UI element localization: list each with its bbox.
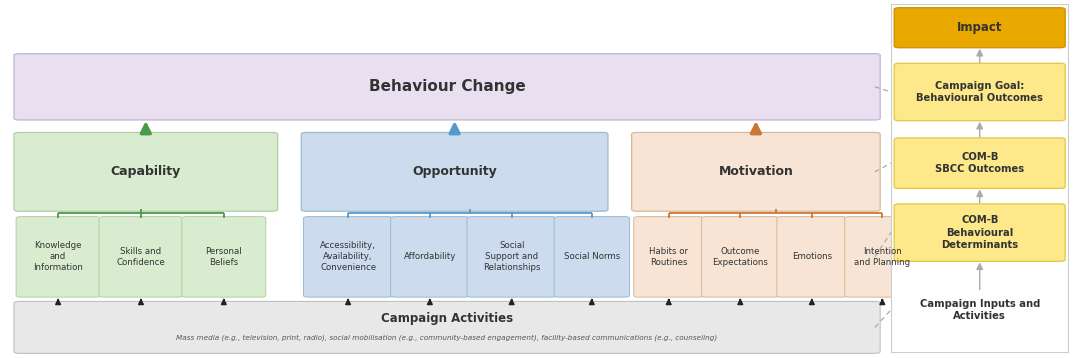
FancyBboxPatch shape <box>16 217 100 297</box>
Text: Campaign Activities: Campaign Activities <box>381 312 513 325</box>
FancyBboxPatch shape <box>894 204 1065 261</box>
Text: Outcome
Expectations: Outcome Expectations <box>712 247 768 267</box>
FancyBboxPatch shape <box>845 217 920 297</box>
Text: Impact: Impact <box>957 21 1003 34</box>
Bar <box>891 4 1068 352</box>
FancyBboxPatch shape <box>634 217 704 297</box>
FancyBboxPatch shape <box>894 63 1065 121</box>
FancyBboxPatch shape <box>632 132 880 211</box>
FancyBboxPatch shape <box>303 217 393 297</box>
Text: COM-B
Behavioural
Determinants: COM-B Behavioural Determinants <box>942 215 1018 250</box>
Text: Motivation: Motivation <box>719 165 793 178</box>
FancyBboxPatch shape <box>14 301 880 353</box>
Text: Campaign Goal:
Behavioural Outcomes: Campaign Goal: Behavioural Outcomes <box>917 81 1043 103</box>
Text: Habits or
Routines: Habits or Routines <box>649 247 689 267</box>
FancyBboxPatch shape <box>702 217 779 297</box>
Text: Campaign Inputs and
Activities: Campaign Inputs and Activities <box>920 299 1039 321</box>
Text: Behaviour Change: Behaviour Change <box>369 79 525 94</box>
FancyBboxPatch shape <box>894 8 1065 48</box>
Text: Knowledge
and
Information: Knowledge and Information <box>33 241 83 272</box>
Text: Emotions: Emotions <box>792 252 832 261</box>
Text: Intention
and Planning: Intention and Planning <box>854 247 910 267</box>
FancyBboxPatch shape <box>301 132 608 211</box>
FancyBboxPatch shape <box>99 217 183 297</box>
Text: Personal
Beliefs: Personal Beliefs <box>206 247 242 267</box>
Text: Skills and
Confidence: Skills and Confidence <box>116 247 166 267</box>
Text: Mass media (e.g., television, print, radio), social mobilisation (e.g., communit: Mass media (e.g., television, print, rad… <box>176 335 718 341</box>
Text: Social
Support and
Relationships: Social Support and Relationships <box>483 241 540 272</box>
Text: Affordability: Affordability <box>404 252 456 261</box>
FancyBboxPatch shape <box>14 132 278 211</box>
FancyBboxPatch shape <box>14 54 880 120</box>
FancyBboxPatch shape <box>554 217 629 297</box>
FancyBboxPatch shape <box>467 217 556 297</box>
Text: Capability: Capability <box>111 165 181 178</box>
Text: Opportunity: Opportunity <box>412 165 497 178</box>
FancyBboxPatch shape <box>777 217 847 297</box>
Text: COM-B
SBCC Outcomes: COM-B SBCC Outcomes <box>935 152 1024 174</box>
FancyBboxPatch shape <box>894 138 1065 188</box>
Text: Accessibility,
Availability,
Convenience: Accessibility, Availability, Convenience <box>320 241 377 272</box>
Text: Social Norms: Social Norms <box>564 252 620 261</box>
FancyBboxPatch shape <box>182 217 266 297</box>
FancyBboxPatch shape <box>391 217 469 297</box>
